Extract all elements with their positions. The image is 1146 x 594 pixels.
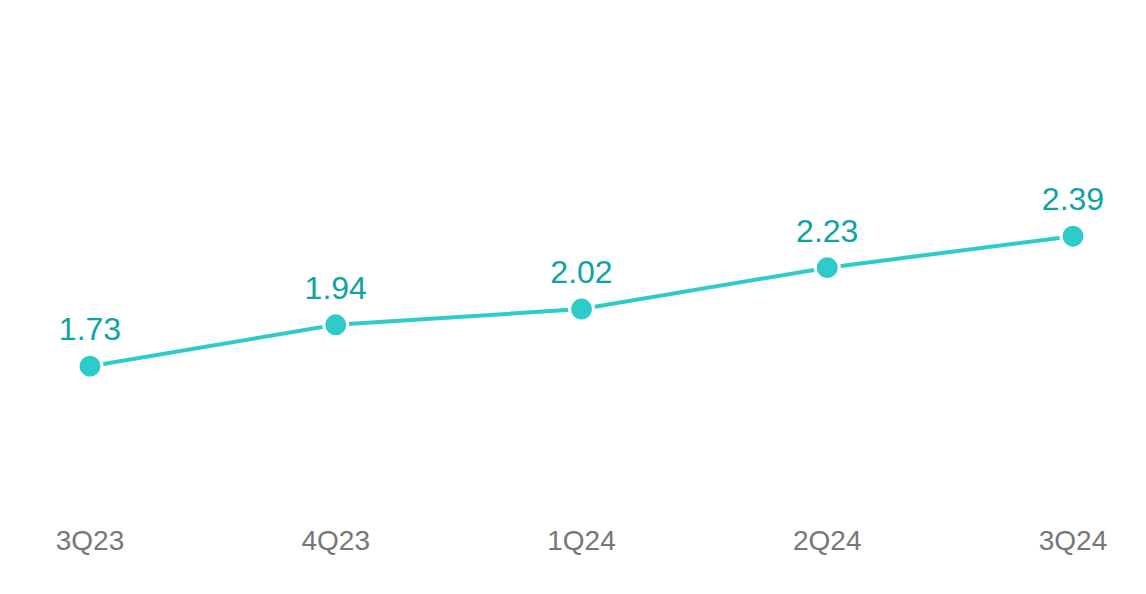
svg-text:1Q24: 1Q24 <box>547 525 616 556</box>
svg-text:2.23: 2.23 <box>796 213 858 249</box>
svg-text:2Q24: 2Q24 <box>793 525 862 556</box>
svg-text:4Q23: 4Q23 <box>302 525 371 556</box>
svg-text:2.39: 2.39 <box>1042 181 1104 217</box>
svg-text:3Q24: 3Q24 <box>1039 525 1108 556</box>
svg-text:1.73: 1.73 <box>59 311 121 347</box>
svg-text:1.94: 1.94 <box>305 270 367 306</box>
svg-text:3Q23: 3Q23 <box>56 525 125 556</box>
svg-text:2.02: 2.02 <box>550 254 612 290</box>
